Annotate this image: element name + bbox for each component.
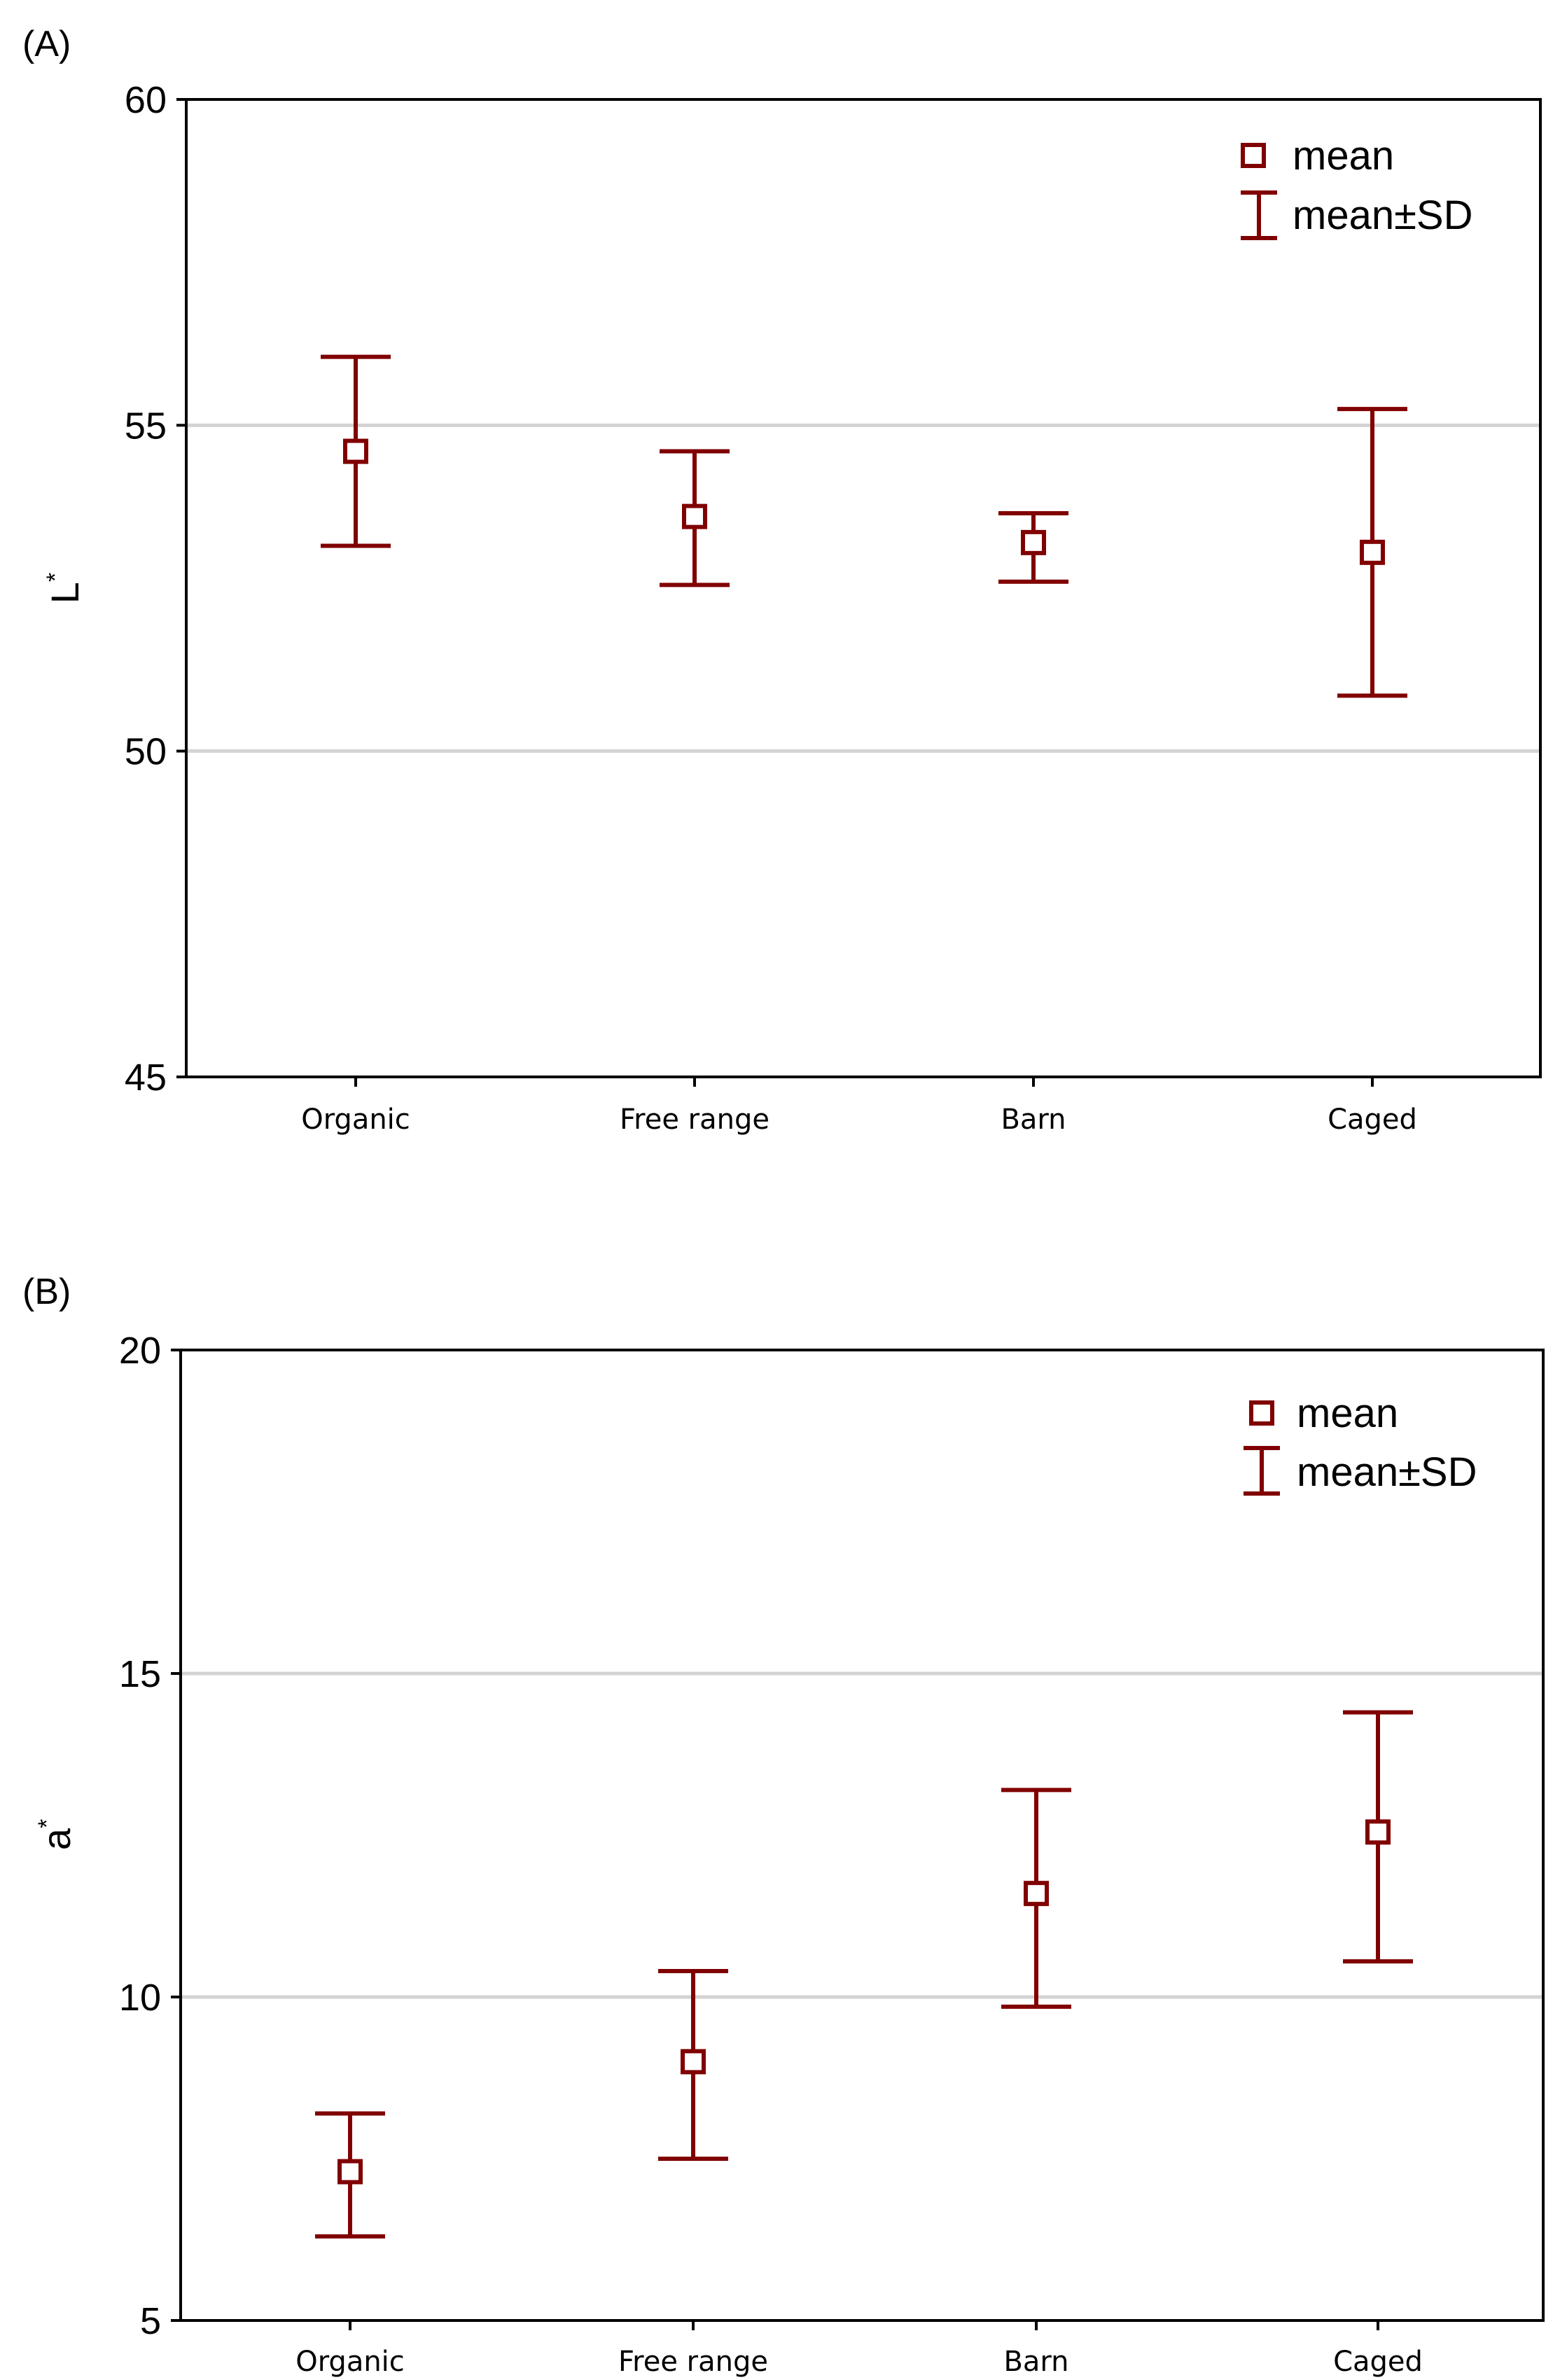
x-tick-label: Organic bbox=[295, 2346, 405, 2378]
mean-marker bbox=[1021, 529, 1046, 555]
series-layer bbox=[321, 354, 1407, 698]
y-axis-label-main: a bbox=[34, 1828, 78, 1850]
x-axis-ticks: Organic Free range Barn Caged bbox=[295, 2320, 1423, 2378]
y-axis-ticks: 45 50 55 60 bbox=[125, 79, 186, 1099]
mean-marker bbox=[682, 503, 707, 529]
error-bar bbox=[1343, 1710, 1413, 1964]
x-tick-label: Barn bbox=[1003, 2346, 1068, 2378]
legend: mean mean±SD bbox=[1241, 133, 1473, 240]
x-tick-label: Free range bbox=[618, 2346, 768, 2378]
y-axis-ticks: 5 10 15 20 bbox=[119, 1330, 181, 2342]
y-tick-label: 10 bbox=[119, 1977, 161, 2019]
error-bar bbox=[321, 354, 391, 548]
error-bar bbox=[315, 2111, 385, 2239]
legend-mean-label: mean bbox=[1293, 133, 1394, 179]
y-axis-label-main: L bbox=[43, 582, 87, 604]
legend: mean mean±SD bbox=[1244, 1391, 1477, 1496]
legend-mean-marker-icon bbox=[1249, 1400, 1274, 1426]
y-axis-label-superscript: * bbox=[42, 573, 69, 582]
x-tick-label: Free range bbox=[620, 1104, 769, 1136]
y-tick-label: 5 bbox=[140, 2300, 161, 2342]
y-tick-label: 15 bbox=[119, 1653, 161, 1695]
legend-mean-label: mean bbox=[1297, 1391, 1398, 1436]
legend-sd-label: mean±SD bbox=[1293, 193, 1473, 238]
error-bar bbox=[660, 449, 730, 587]
mean-marker bbox=[343, 438, 368, 464]
mean-marker bbox=[1365, 1819, 1391, 1845]
y-axis-label: a* bbox=[34, 1819, 78, 1850]
x-tick-label: Barn bbox=[1001, 1104, 1066, 1136]
y-tick-label: 50 bbox=[125, 731, 167, 773]
x-tick-label: Caged bbox=[1328, 1104, 1417, 1136]
legend-mean-marker-icon bbox=[1241, 143, 1266, 168]
y-tick-label: 55 bbox=[125, 405, 167, 447]
series-layer bbox=[315, 1710, 1413, 2239]
plot-frame bbox=[185, 98, 1542, 1078]
mean-marker bbox=[337, 2159, 363, 2185]
legend-sd-bar-icon bbox=[1241, 190, 1277, 240]
legend-sd-label: mean±SD bbox=[1297, 1449, 1477, 1495]
mean-marker bbox=[1360, 539, 1385, 565]
y-tick-label: 20 bbox=[119, 1330, 161, 1372]
x-tick-label: Caged bbox=[1333, 2346, 1423, 2378]
panel-label: (B) bbox=[22, 1272, 71, 1312]
error-bar bbox=[998, 510, 1068, 584]
gridlines bbox=[181, 1671, 1543, 1999]
error-bar bbox=[658, 1969, 728, 2161]
y-tick-label: 45 bbox=[125, 1057, 167, 1099]
y-axis-label-superscript: * bbox=[34, 1819, 60, 1828]
error-bar bbox=[1001, 1788, 1071, 2009]
gridlines bbox=[186, 423, 1540, 753]
error-bar bbox=[1337, 407, 1407, 698]
x-tick-label: Organic bbox=[301, 1104, 410, 1136]
mean-marker bbox=[681, 2049, 706, 2075]
y-tick-label: 60 bbox=[125, 79, 167, 121]
chart-panel-b: (B) 5 10 15 20 Organic Free range Barn Caged a… bbox=[22, 1272, 1545, 2378]
x-axis-ticks: Organic Free range Barn Caged bbox=[301, 1077, 1417, 1136]
y-axis-label: L* bbox=[42, 573, 87, 604]
mean-marker bbox=[1024, 1881, 1049, 1907]
plot-frame bbox=[179, 1349, 1545, 2322]
legend-sd-bar-icon bbox=[1244, 1446, 1280, 1496]
panel-label: (A) bbox=[22, 24, 71, 64]
